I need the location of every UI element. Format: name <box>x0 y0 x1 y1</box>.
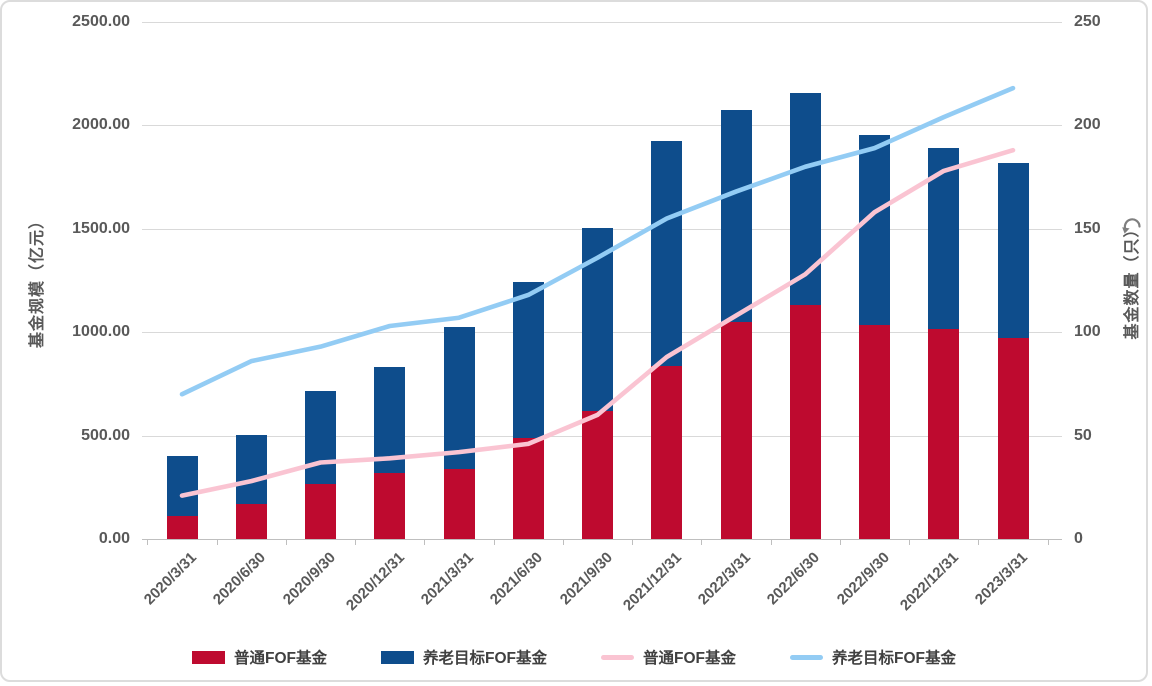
legend-bar-swatch <box>192 650 225 664</box>
bar-segment-普通FOF基金[interactable] <box>512 437 544 539</box>
bar-segment-普通FOF基金[interactable] <box>305 484 336 539</box>
line-series-layer <box>179 85 1016 498</box>
bar-segment-普通FOF基金[interactable] <box>166 516 198 539</box>
y-tick-label-right: 150 <box>1074 219 1101 237</box>
bar-segment-养老目标FOF基金[interactable] <box>305 391 336 485</box>
refresh-icon[interactable] <box>1120 214 1144 238</box>
x-axis-tick <box>216 539 218 545</box>
line-养老目标FOF基金[interactable] <box>179 85 1016 397</box>
x-axis-tick <box>978 539 980 545</box>
x-axis-tick <box>839 539 841 545</box>
x-axis-tick <box>147 539 149 545</box>
gridline <box>142 125 1062 127</box>
gridline <box>142 22 1062 23</box>
bar-segment-普通FOF基金[interactable] <box>928 329 960 539</box>
bar-segment-普通FOF基金[interactable] <box>720 321 752 539</box>
x-axis-line <box>142 539 1062 540</box>
x-axis-tick <box>909 539 911 545</box>
x-axis-tick <box>701 539 703 545</box>
bar-segment-养老目标FOF基金[interactable] <box>512 281 544 438</box>
bar-segment-普通FOF基金[interactable] <box>374 472 406 539</box>
legend: 普通FOF基金 养老目标FOF基金 普通FOF基金 养老目标FOF基金 <box>2 646 1146 668</box>
y-tick-label-left: 1500.00 <box>72 219 130 237</box>
x-axis-tick <box>1047 539 1049 545</box>
legend-line-swatch <box>601 654 634 660</box>
bar-segment-普通FOF基金[interactable] <box>443 468 475 539</box>
legend-item-line-养老目标FOF基金[interactable]: 养老目标FOF基金 <box>790 646 956 668</box>
x-axis-tick <box>285 539 287 545</box>
plot-area <box>142 22 1062 545</box>
bar-segment-普通FOF基金[interactable] <box>651 366 683 539</box>
x-axis-tick <box>355 539 357 545</box>
bar-segment-养老目标FOF基金[interactable] <box>235 434 267 504</box>
x-axis-tick <box>493 539 495 545</box>
bar-segment-养老目标FOF基金[interactable] <box>720 109 752 322</box>
bar-segment-普通FOF基金[interactable] <box>789 305 821 539</box>
y-tick-label-right: 0 <box>1074 530 1083 547</box>
y-tick-label-right: 250 <box>1074 13 1101 30</box>
y-tick-label-right: 100 <box>1074 323 1101 341</box>
bar-segment-普通FOF基金[interactable] <box>235 503 267 539</box>
x-axis-tick <box>632 539 634 545</box>
line-普通FOF基金[interactable] <box>179 147 1016 498</box>
legend-bar-swatch <box>381 650 414 664</box>
legend-item-bar-养老目标FOF基金[interactable]: 养老目标FOF基金 <box>381 646 547 668</box>
bar-segment-养老目标FOF基金[interactable] <box>789 93 821 306</box>
x-axis-tick <box>562 539 564 545</box>
x-axis-tick <box>770 539 772 545</box>
y-tick-label-left: 2500.00 <box>72 13 130 30</box>
bar-segment-普通FOF基金[interactable] <box>582 410 613 539</box>
legend-label: 普通FOF基金 <box>234 650 327 667</box>
right-axis-title: 基金数量（只） <box>1124 220 1141 340</box>
y-tick-label-right: 50 <box>1074 426 1092 444</box>
legend-line-swatch <box>790 654 823 660</box>
bar-segment-普通FOF基金[interactable] <box>997 338 1029 539</box>
bar-segment-养老目标FOF基金[interactable] <box>443 327 475 469</box>
legend-item-bar-普通FOF基金[interactable]: 普通FOF基金 <box>192 646 327 668</box>
legend-label: 养老目标FOF基金 <box>423 650 547 667</box>
legend-label: 养老目标FOF基金 <box>832 650 956 667</box>
bar-segment-养老目标FOF基金[interactable] <box>997 162 1029 339</box>
legend-item-line-普通FOF基金[interactable]: 普通FOF基金 <box>601 646 736 668</box>
x-axis-tick <box>424 539 426 545</box>
y-tick-label-left: 0.00 <box>98 530 130 547</box>
left-axis-title: 基金规模（亿元） <box>29 211 46 349</box>
bar-segment-养老目标FOF基金[interactable] <box>166 456 198 517</box>
y-tick-label-left: 1000.00 <box>72 323 130 341</box>
y-tick-label-left: 500.00 <box>81 426 130 444</box>
bar-segment-养老目标FOF基金[interactable] <box>859 134 890 325</box>
y-tick-label-left: 2000.00 <box>72 116 130 134</box>
bar-segment-养老目标FOF基金[interactable] <box>651 140 683 367</box>
bar-segment-普通FOF基金[interactable] <box>859 324 890 539</box>
y-tick-label-right: 200 <box>1074 116 1101 134</box>
legend-label: 普通FOF基金 <box>643 650 736 667</box>
